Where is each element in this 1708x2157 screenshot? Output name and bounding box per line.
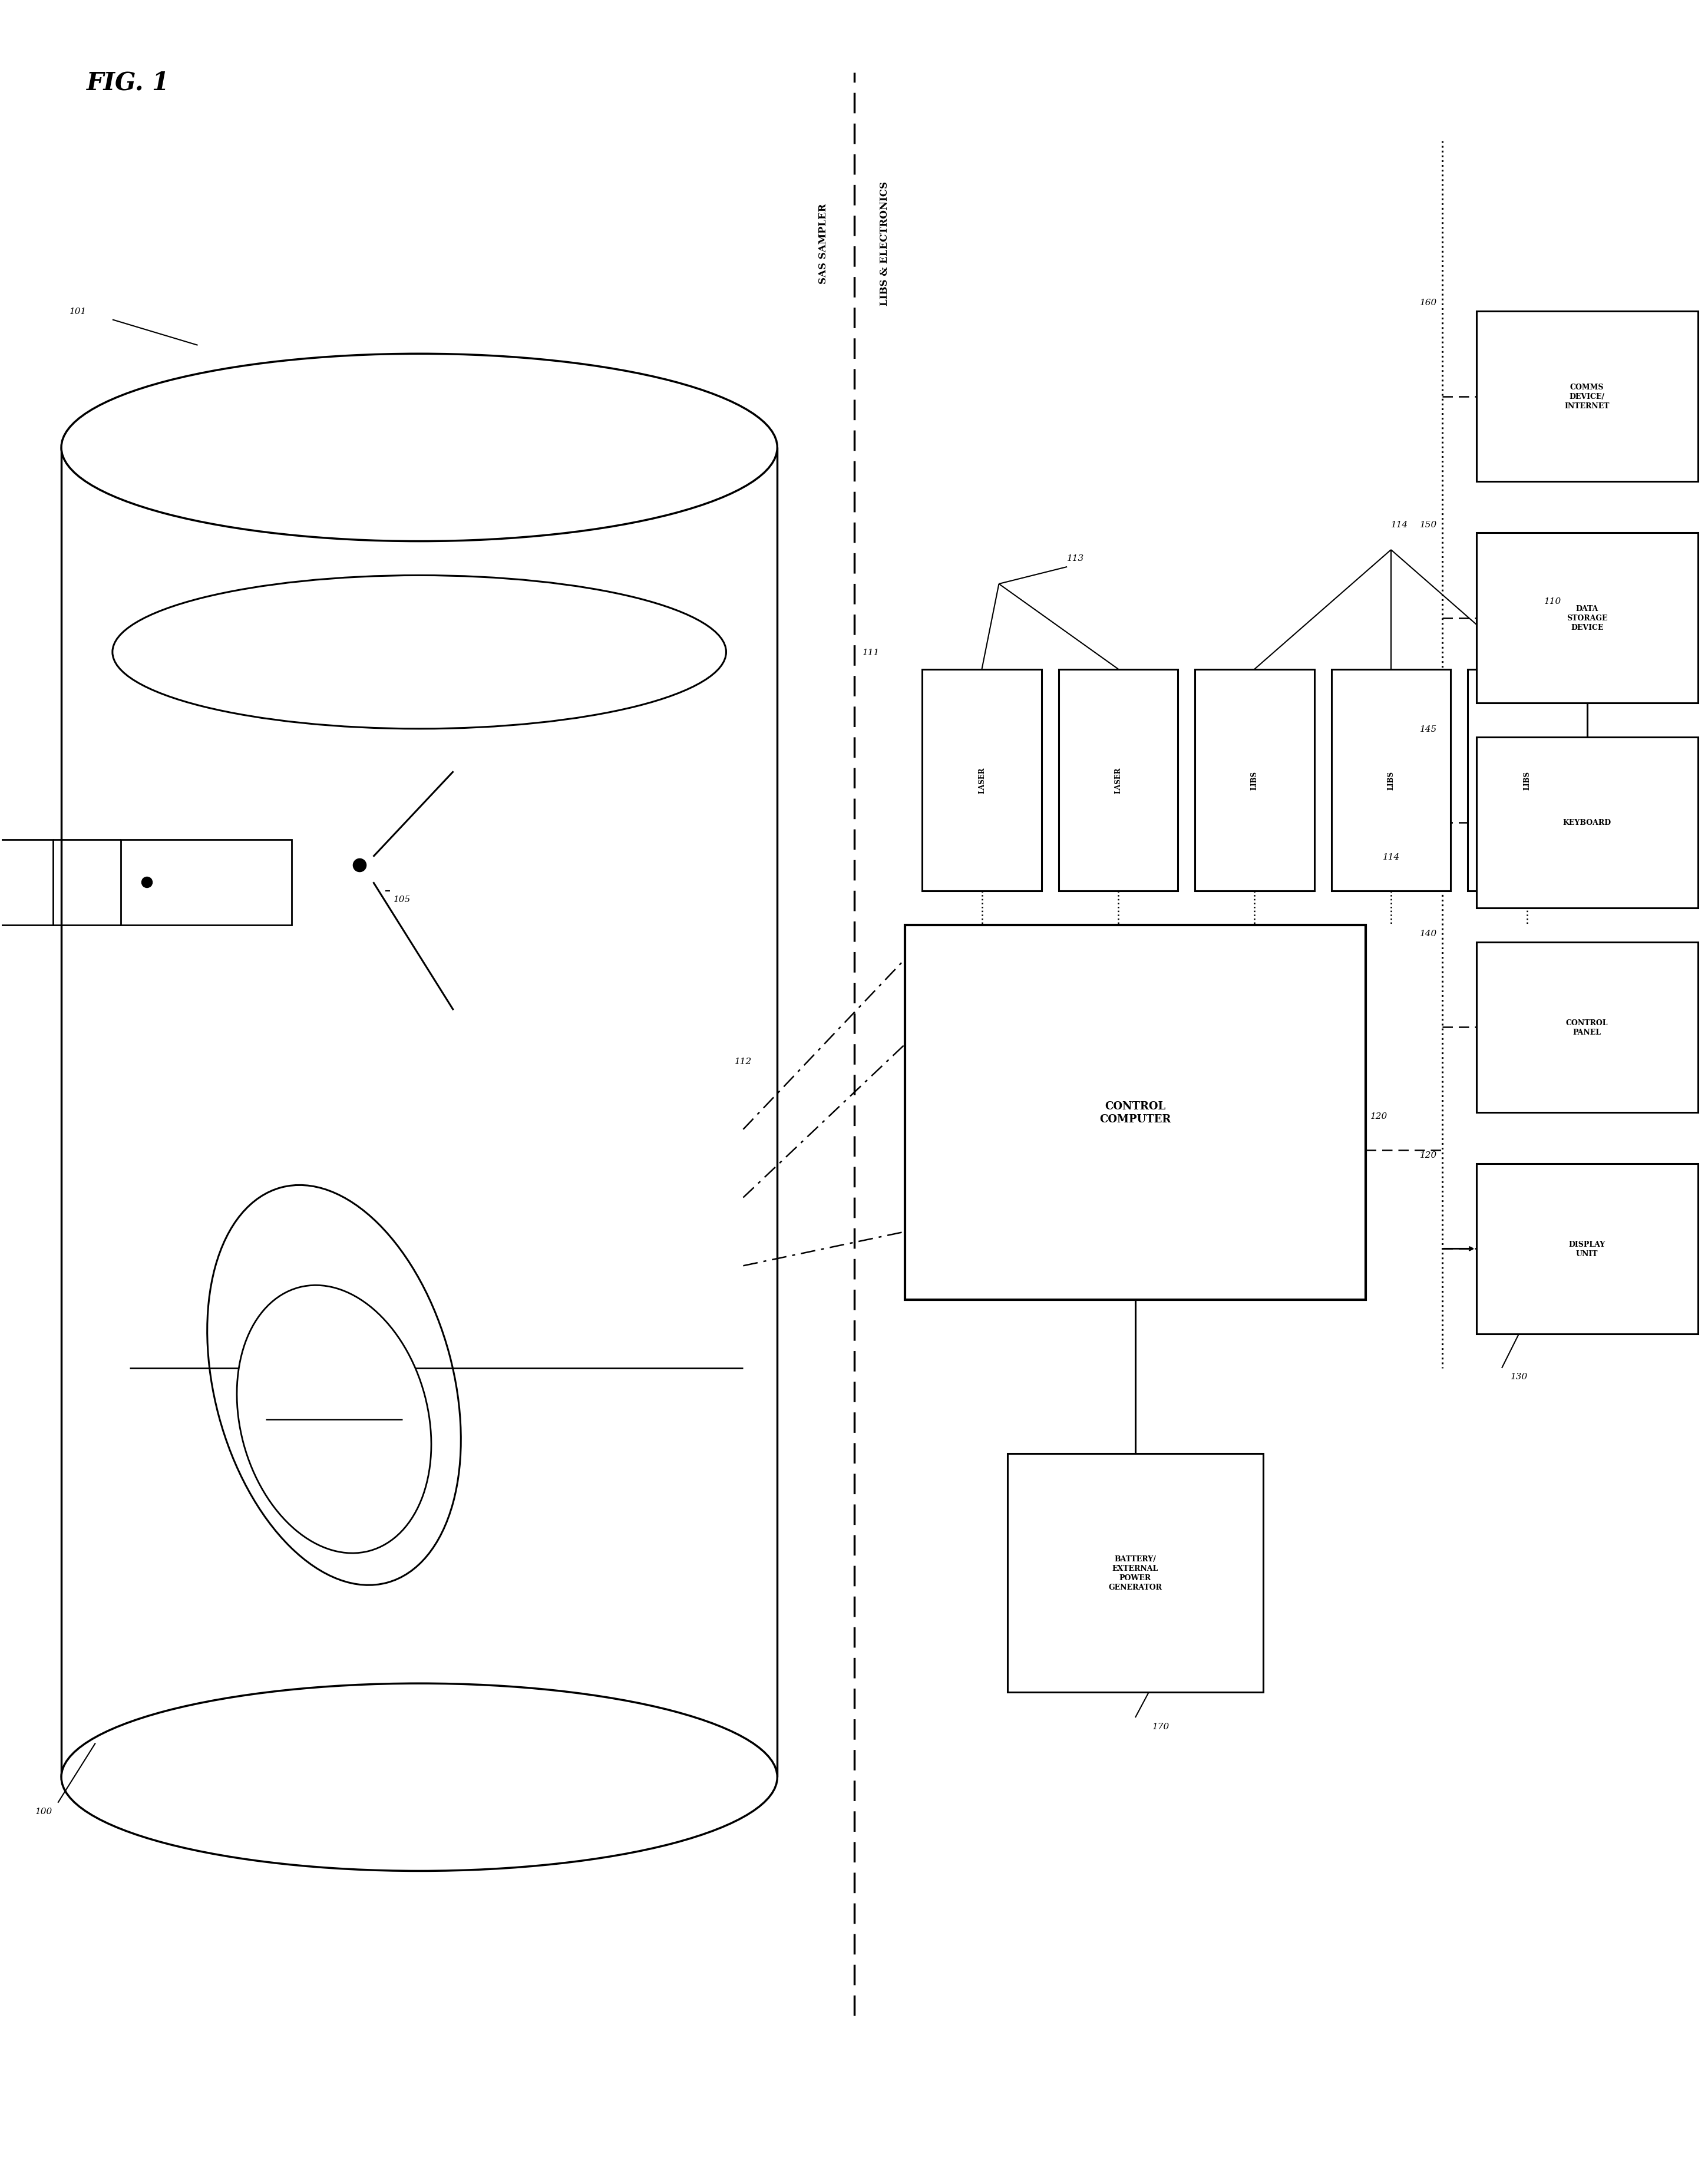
Text: SAS SAMPLER: SAS SAMPLER [818,203,828,283]
Text: FIG. 1: FIG. 1 [87,71,169,95]
Ellipse shape [207,1186,461,1585]
Text: CONTROL
PANEL: CONTROL PANEL [1566,1018,1609,1035]
Bar [1476,1165,1698,1335]
Text: LASER: LASER [1114,768,1122,794]
Text: 160: 160 [1419,300,1436,306]
Bar [905,925,1365,1301]
Bar [121,839,292,925]
Bar [1476,738,1698,908]
Text: 101: 101 [70,308,87,315]
Text: LIBS: LIBS [1387,770,1395,789]
Text: LIBS: LIBS [1250,770,1259,789]
Text: LASER: LASER [979,768,986,794]
Text: 170: 170 [1153,1721,1170,1730]
Text: BATTERY/
EXTERNAL
POWER
GENERATOR: BATTERY/ EXTERNAL POWER GENERATOR [1108,1555,1161,1590]
Bar [1476,311,1698,481]
Text: 150: 150 [1419,520,1436,528]
Text: 112: 112 [734,1057,752,1066]
Text: 110: 110 [1544,597,1561,606]
Bar [1476,533,1698,703]
Text: DISPLAY
UNIT: DISPLAY UNIT [1568,1240,1606,1258]
Text: 120: 120 [1370,1111,1389,1119]
Text: CONTROL
COMPUTER: CONTROL COMPUTER [1100,1100,1172,1124]
Bar [1476,943,1698,1113]
Text: KEYBOARD: KEYBOARD [1563,820,1611,826]
Text: 140: 140 [1419,930,1436,938]
Ellipse shape [237,1286,430,1553]
Bar [1008,1454,1264,1691]
Text: LIBS: LIBS [1524,770,1530,789]
Text: 111: 111 [863,649,880,656]
Bar [1059,669,1179,891]
Text: 114: 114 [1390,520,1407,528]
Bar [1467,669,1587,891]
Bar [0,839,53,925]
Text: LIBS & ELECTRONICS: LIBS & ELECTRONICS [880,181,890,306]
Bar [1331,669,1450,891]
Text: 100: 100 [36,1808,53,1816]
Ellipse shape [61,354,777,541]
Text: 113: 113 [1068,554,1085,563]
Ellipse shape [61,1682,777,1870]
Text: 145: 145 [1419,725,1436,733]
Text: 114: 114 [1382,852,1399,861]
Text: 130: 130 [1510,1372,1527,1380]
Text: 120: 120 [1419,1152,1436,1158]
Text: DATA
STORAGE
DEVICE: DATA STORAGE DEVICE [1566,606,1607,632]
Text: 105: 105 [395,895,412,904]
Text: COMMS
DEVICE/
INTERNET: COMMS DEVICE/ INTERNET [1565,384,1609,410]
Bar [1196,669,1313,891]
Ellipse shape [113,576,726,729]
Bar [922,669,1042,891]
